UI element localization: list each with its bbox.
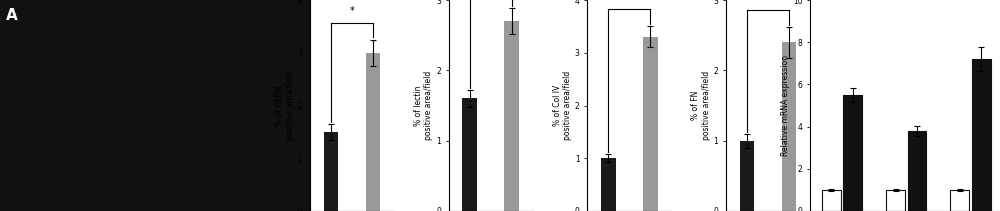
Y-axis label: % of FN
positive area/field: % of FN positive area/field [691, 71, 711, 140]
Bar [601, 158, 616, 211]
Bar [504, 21, 519, 211]
Bar [972, 59, 991, 211]
Y-axis label: % of PXDN
positive area/field: % of PXDN positive area/field [275, 71, 295, 140]
Y-axis label: % of lectin
positive area/field: % of lectin positive area/field [414, 71, 433, 140]
Bar [324, 132, 338, 211]
Bar [843, 95, 862, 211]
Bar [462, 99, 477, 211]
Y-axis label: Relative mRNA expression: Relative mRNA expression [781, 55, 790, 156]
Bar [908, 131, 926, 211]
Bar [643, 37, 658, 211]
Bar [782, 42, 796, 211]
Text: *: * [627, 0, 632, 3]
Text: A: A [6, 8, 18, 23]
Text: *: * [766, 0, 770, 4]
Bar [366, 53, 380, 211]
Y-axis label: % of Col IV
positive area/field: % of Col IV positive area/field [553, 71, 572, 140]
Bar [886, 190, 905, 211]
Bar [822, 190, 841, 211]
Bar [950, 190, 969, 211]
Bar [740, 141, 754, 211]
Text: *: * [350, 6, 354, 16]
